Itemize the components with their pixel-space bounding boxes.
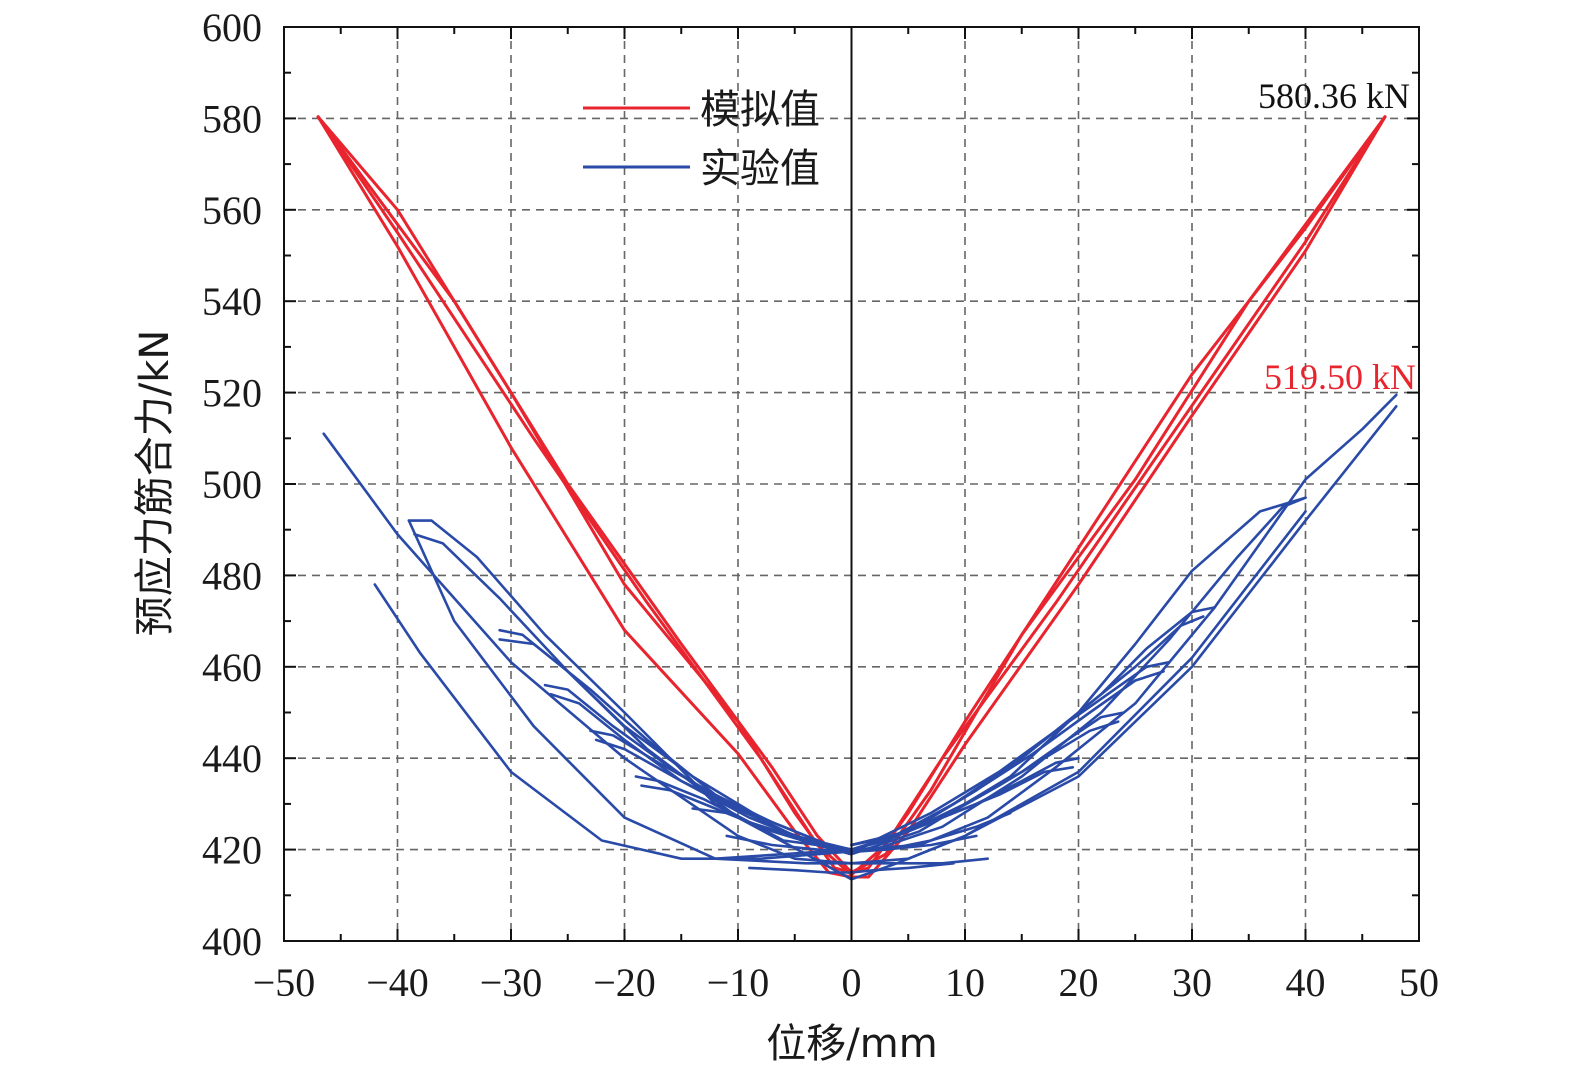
x-tick-label: −50 bbox=[253, 960, 316, 1005]
series-line bbox=[850, 766, 1075, 851]
annotation-peak-experimental: 519.50 kN bbox=[1264, 357, 1416, 397]
series-line bbox=[850, 496, 1307, 856]
y-tick-label: 520 bbox=[202, 371, 262, 416]
y-tick-label: 500 bbox=[202, 462, 262, 507]
y-tick-label: 420 bbox=[202, 828, 262, 873]
series-line bbox=[594, 738, 853, 851]
series-experimental bbox=[322, 393, 1398, 881]
x-tick-label: 0 bbox=[842, 960, 862, 1005]
y-tick-label: 460 bbox=[202, 645, 262, 690]
annotation-peak-simulated: 580.36 kN bbox=[1258, 76, 1410, 116]
x-axis-title: 位移/mm bbox=[766, 1021, 937, 1067]
x-tick-label: 20 bbox=[1059, 960, 1099, 1005]
y-tick-label: 400 bbox=[202, 919, 262, 964]
axes bbox=[283, 26, 1420, 942]
series-line bbox=[589, 729, 853, 851]
series-line bbox=[373, 496, 1307, 860]
x-tick-label: −10 bbox=[707, 960, 770, 1005]
x-tick-label: 40 bbox=[1286, 960, 1326, 1005]
series-line bbox=[634, 775, 853, 851]
x-tick-label: 10 bbox=[945, 960, 985, 1005]
y-axis-title: 预应力筋合力/kN bbox=[132, 330, 178, 637]
legend: 模拟值 实验值 bbox=[583, 87, 820, 192]
series-line bbox=[322, 405, 1398, 865]
y-tick-label: 580 bbox=[202, 96, 262, 141]
y-tick-label: 560 bbox=[202, 188, 262, 233]
x-tick-label: −20 bbox=[593, 960, 656, 1005]
x-tick-label: 30 bbox=[1172, 960, 1212, 1005]
tick-labels: −50 −40 −30 −20 −10 0 10 20 30 40 50 400 420 440 460 48… bbox=[202, 5, 1439, 1005]
series-line bbox=[413, 510, 1307, 881]
y-tick-label: 440 bbox=[202, 736, 262, 781]
x-tick-label: 50 bbox=[1399, 960, 1439, 1005]
y-tick-label: 480 bbox=[202, 553, 262, 598]
legend-label-experimental: 实验值 bbox=[700, 146, 820, 192]
x-tick-label: −30 bbox=[480, 960, 543, 1005]
x-tick-label: −40 bbox=[366, 960, 429, 1005]
y-tick-label: 600 bbox=[202, 5, 262, 50]
y-tick-label: 540 bbox=[202, 279, 262, 324]
series-line bbox=[407, 519, 853, 851]
legend-label-simulated: 模拟值 bbox=[700, 87, 820, 133]
